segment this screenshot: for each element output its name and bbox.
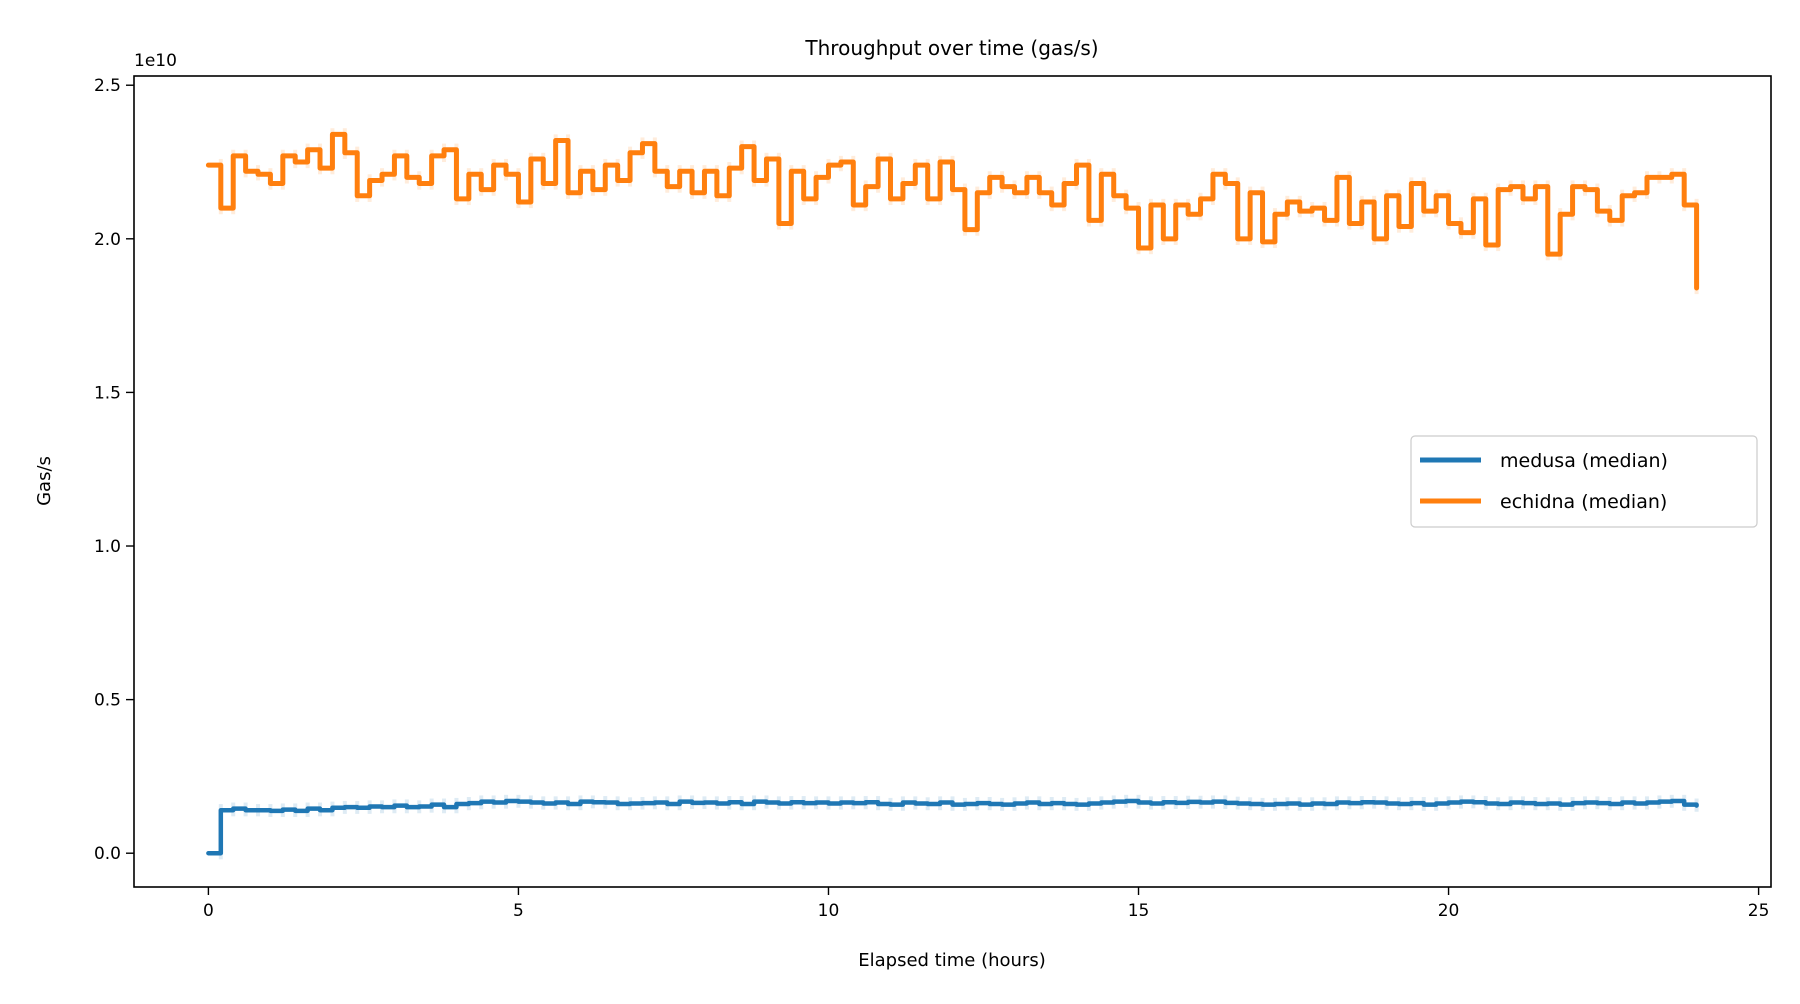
y-offset-label: 1e10: [134, 51, 177, 71]
y-tick-label: 1.5: [94, 383, 121, 403]
y-axis-label: Gas/s: [34, 456, 55, 506]
legend-box: [1410, 435, 1758, 528]
x-tick-label: 10: [818, 901, 840, 921]
y-tick-label: 0.5: [94, 691, 121, 711]
series-lines: [205, 131, 1700, 856]
legend: medusa (median) echidna (median): [1410, 435, 1758, 528]
y-axis-ticks: 0.0 0.5 1.0 1.5 2.0 2.5: [94, 76, 134, 864]
x-tick-label: 25: [1748, 901, 1770, 921]
x-tick-label: 5: [513, 901, 524, 921]
x-axis-ticks: 0 5 10 15 20 25: [203, 887, 1769, 921]
x-axis-label: Elapsed time (hours): [858, 950, 1045, 971]
x-tick-label: 0: [203, 901, 214, 921]
legend-label-echidna: echidna (median): [1500, 491, 1667, 513]
plot-frame: [133, 75, 1772, 888]
series-line-medusa: [206, 798, 1699, 856]
y-tick-label: 2.5: [94, 76, 121, 96]
legend-label-medusa: medusa (median): [1500, 450, 1668, 472]
x-tick-label: 20: [1438, 901, 1460, 921]
series-line-echidna: [205, 131, 1700, 291]
y-tick-label: 1.0: [94, 537, 121, 557]
chart-title: Throughput over time (gas/s): [804, 36, 1098, 60]
y-tick-label: 2.0: [94, 230, 121, 250]
x-tick-label: 15: [1128, 901, 1150, 921]
y-tick-label: 0.0: [94, 844, 121, 864]
